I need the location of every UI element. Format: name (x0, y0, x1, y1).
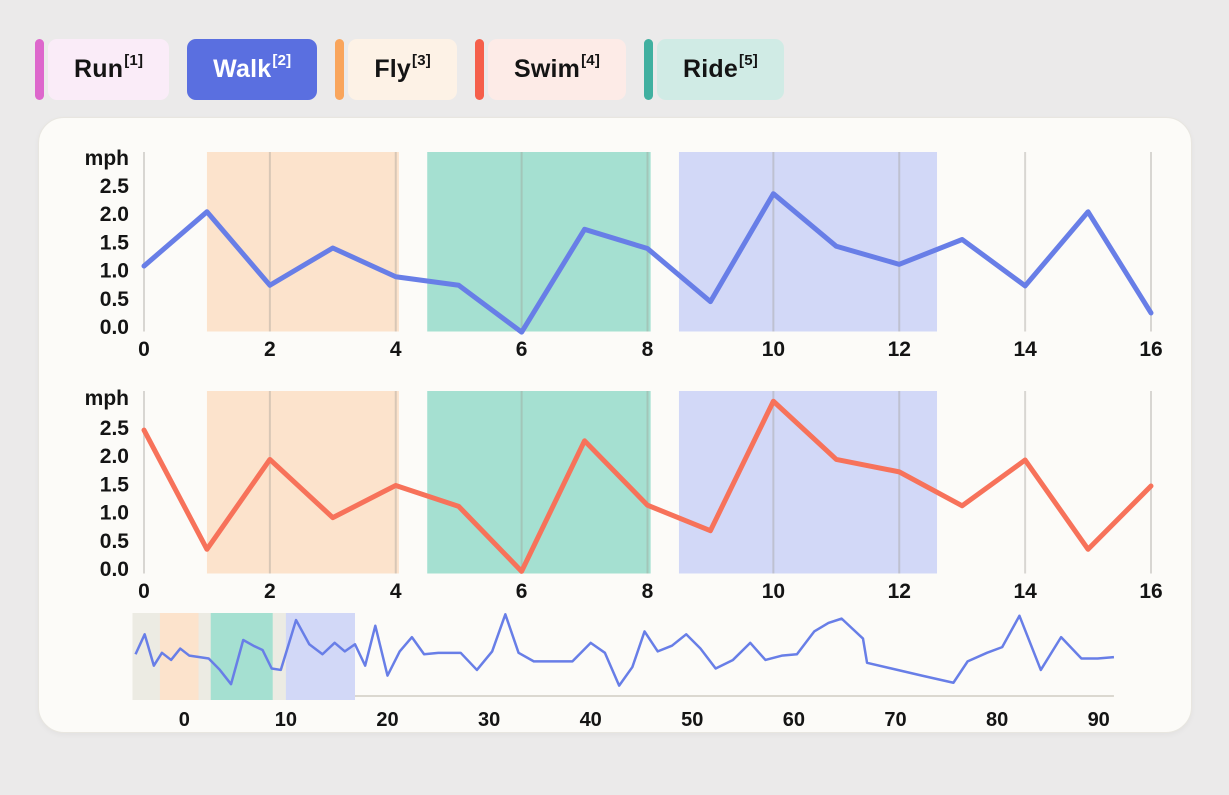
y-tick-label: 2.0 (100, 203, 129, 226)
chip-walk[interactable]: Walk [2] (187, 39, 318, 100)
ride-accent-bar-icon (644, 39, 654, 100)
x-tick-label: 8 (642, 338, 654, 361)
x-tick-label: 12 (888, 338, 911, 361)
chip-ride-label: Ride (683, 55, 739, 83)
speed-chart-top-line (141, 191, 1154, 335)
x-tick-label: 6 (516, 580, 528, 603)
x-tick-label: 12 (888, 580, 911, 603)
x-tick-label: 6 (516, 338, 528, 361)
speed-chart-top: mph 2.5 2.0 1.5 1.0 0.5 0.0 0 2 4 6 8 10 12 14 16 (85, 147, 1163, 361)
x-tick-label: 16 (1139, 580, 1162, 603)
chip-run-body: Run [1] (48, 39, 170, 100)
x-tick-label: 4 (390, 580, 402, 603)
chip-ride-superscript: [5] (739, 52, 758, 69)
x-tick-label: 10 (762, 580, 785, 603)
page: { "page": { "background": "#ebeaea", "ca… (0, 39, 1229, 795)
chip-walk-label: Walk (213, 55, 272, 83)
activity-chip-row: Run [1] Walk [2] Fly [3] Swim [4] Ride [5] (35, 39, 1229, 100)
speed-chart-bottom: mph 2.5 2.0 1.5 1.0 0.5 0.0 0 2 4 6 8 10 12 14 16 (85, 387, 1163, 603)
y-tick-label: 0.0 (100, 558, 129, 581)
x-tick-label: 2 (264, 338, 276, 361)
chip-ride[interactable]: Ride [5] (644, 39, 784, 100)
chip-run[interactable]: Run [1] (35, 39, 170, 100)
x-tick-label: 4 (390, 338, 402, 361)
x-tick-label: 2 (264, 580, 276, 603)
x-tick-label: 0 (138, 338, 150, 361)
ride-band (427, 391, 651, 574)
y-tick-label: 1.0 (100, 260, 129, 283)
swim-accent-bar-icon (474, 39, 484, 100)
run-accent-bar-icon (35, 39, 44, 100)
chip-run-label: Run (74, 55, 124, 83)
y-axis-unit-label: mph (85, 387, 129, 410)
chip-fly-superscript: [3] (412, 52, 431, 69)
y-tick-label: 0.0 (100, 316, 129, 339)
overview-line (134, 613, 1115, 687)
y-tick-label: 2.0 (100, 445, 129, 468)
fly-band (206, 152, 399, 332)
y-tick-label: 0.5 (100, 288, 130, 311)
overview-ride-band (210, 613, 273, 700)
y-tick-label: 2.5 (100, 175, 130, 198)
y-tick-label: 2.5 (100, 417, 130, 440)
overview-x-tick-label: 0 (179, 709, 190, 731)
charts-card: mph 2.5 2.0 1.5 1.0 0.5 0.0 0 2 4 6 8 10 12 14 16 mph 2.… (38, 117, 1192, 733)
chip-run-superscript: [1] (124, 52, 144, 69)
fly-accent-bar-icon (335, 39, 345, 100)
y-tick-label: 1.0 (100, 502, 129, 525)
fly-band (206, 391, 399, 574)
y-tick-label: 1.5 (100, 473, 130, 496)
chip-fly[interactable]: Fly [3] (335, 39, 457, 100)
walk-band (678, 152, 938, 332)
x-tick-label: 16 (1139, 338, 1162, 361)
overview-x-tick-label: 20 (376, 709, 398, 731)
x-tick-label: 0 (138, 580, 150, 603)
chip-swim-body: Swim [4] (487, 39, 627, 100)
chip-swim-superscript: [4] (581, 52, 601, 69)
overview-x-tick-label: 70 (884, 709, 906, 731)
chip-fly-body: Fly [3] (348, 39, 457, 100)
overview-x-tick-label: 30 (478, 709, 500, 731)
chip-ride-body: Ride [5] (657, 39, 784, 100)
y-tick-label: 0.5 (100, 530, 130, 553)
x-tick-label: 10 (762, 338, 785, 361)
x-tick-label: 8 (642, 580, 654, 603)
chip-swim-label: Swim (513, 55, 581, 83)
overview-x-tick-label: 50 (681, 709, 703, 731)
overview-walk-band (285, 613, 355, 700)
speed-chart-bottom-line (141, 398, 1154, 574)
chip-walk-body: Walk [2] (187, 39, 318, 100)
y-axis-unit-label: mph (85, 147, 129, 170)
chip-fly-label: Fly (374, 55, 412, 83)
overview-x-tick-label: 40 (580, 709, 602, 731)
x-tick-label: 14 (1013, 338, 1037, 361)
walk-band (678, 391, 938, 574)
chip-swim[interactable]: Swim [4] (474, 39, 627, 100)
y-tick-label: 1.5 (100, 231, 130, 254)
overview-x-tick-label: 80 (986, 709, 1008, 731)
chip-walk-superscript: [2] (272, 52, 292, 69)
overview-x-tick-label: 90 (1088, 709, 1110, 731)
overview-chart: 0 10 20 30 40 50 60 70 80 90 (132, 613, 1115, 731)
x-tick-label: 14 (1013, 580, 1037, 603)
overview-x-tick-label: 60 (783, 709, 805, 731)
overview-x-tick-label: 10 (275, 709, 297, 731)
